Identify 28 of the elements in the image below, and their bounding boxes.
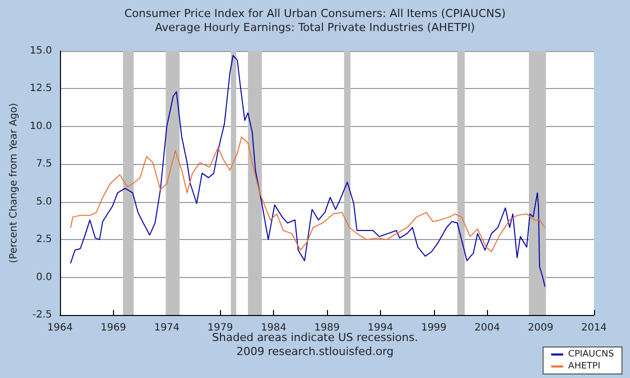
- chart-title: Consumer Price Index for All Urban Consumers: All Items (CPIAUCNS): [124, 7, 506, 20]
- text: Shaded areas indicate US recessions.: [212, 331, 418, 344]
- text: 2009 research.stlouisfed.org: [236, 345, 394, 358]
- legend-label: CPIAUCNS: [568, 350, 614, 360]
- x-tick-label: 2009: [528, 322, 554, 334]
- legend-label: AHETPI: [568, 362, 600, 372]
- y-tick-label: 12.5: [30, 83, 52, 94]
- line-series: [70, 136, 546, 252]
- y-tick-label: 2.5: [36, 234, 52, 246]
- x-tick-label: 1974: [154, 322, 180, 334]
- x-tick-label: 1994: [368, 322, 394, 334]
- x-tick-label: 1999: [421, 322, 447, 334]
- line-series: [70, 55, 546, 287]
- x-tick-label: 2004: [474, 322, 500, 334]
- x-tick-label: 1989: [314, 322, 340, 334]
- x-tick-label: 2014: [581, 322, 607, 334]
- y-tick-label: 7.5: [36, 158, 52, 170]
- y-axis-title: (Percent Change from Year Ago): [8, 102, 20, 264]
- x-tick-label: 1984: [260, 322, 286, 334]
- y-tick-label: -2.5: [32, 310, 52, 320]
- y-tick-label: 0.0: [36, 272, 52, 283]
- x-tick-label: 1964: [47, 322, 73, 334]
- chart-subtitle: Average Hourly Earnings: Total Private Industries (AHETPI): [155, 21, 475, 34]
- x-tick-label: 1969: [100, 322, 126, 334]
- x-tick-label: 1979: [207, 322, 233, 334]
- y-tick-label: 15.0: [30, 46, 52, 56]
- y-tick-label: 5.0: [36, 196, 52, 208]
- y-tick-label: 10.0: [30, 120, 52, 132]
